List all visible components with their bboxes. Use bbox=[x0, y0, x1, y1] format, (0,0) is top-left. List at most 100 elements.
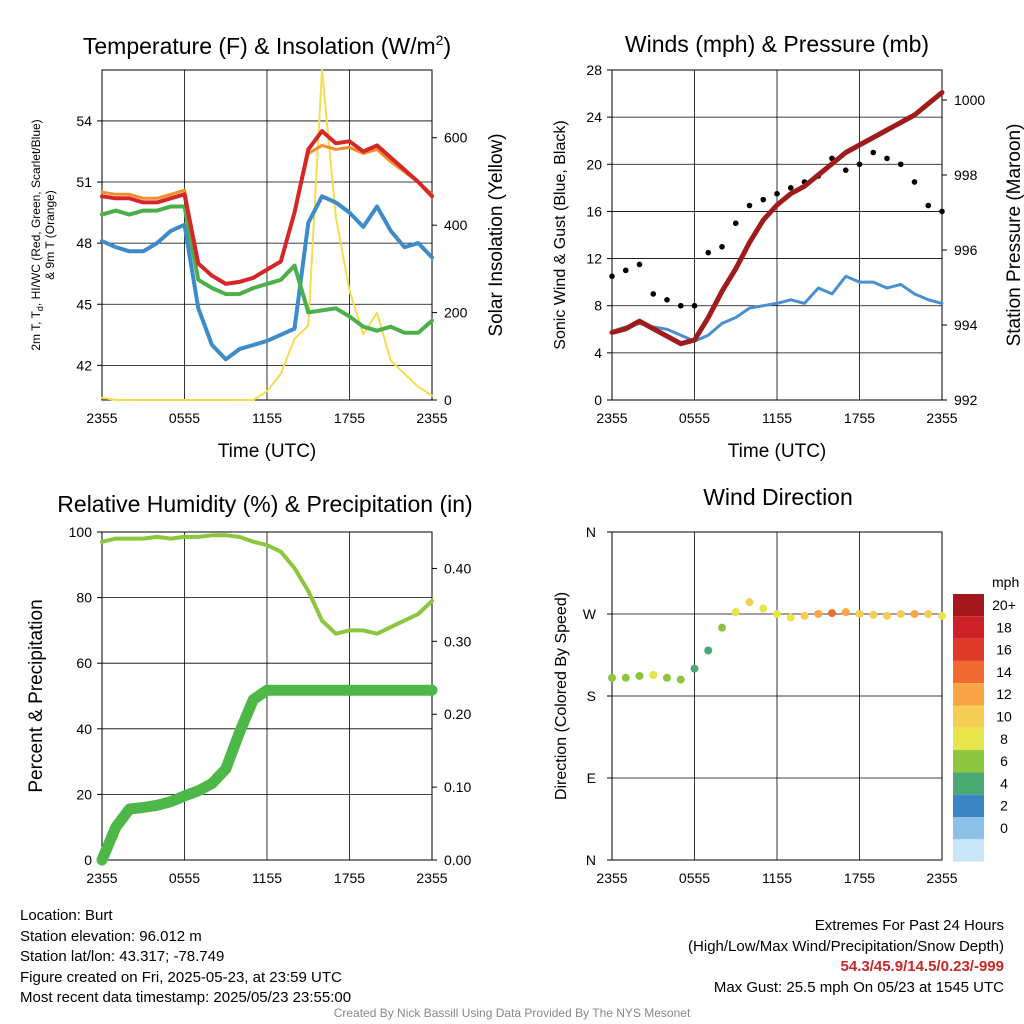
legend-label: 8 bbox=[1000, 731, 1008, 747]
gust-point bbox=[856, 161, 863, 168]
direction-point bbox=[938, 611, 946, 620]
legend-label: 6 bbox=[1000, 753, 1008, 769]
direction-point bbox=[855, 610, 864, 618]
legend-label: 18 bbox=[996, 619, 1012, 635]
legend-swatch bbox=[953, 683, 984, 706]
y2-axis-label-insolation: Solar Insolation (Yellow) bbox=[486, 133, 507, 336]
y2-tick-label-insolation: 600 bbox=[444, 130, 468, 146]
station-info: Location: Burt Station elevation: 96.012… bbox=[20, 906, 351, 1009]
x-tick-label: 1755 bbox=[334, 870, 365, 886]
gust-point bbox=[664, 297, 670, 303]
direction-point bbox=[800, 611, 809, 620]
gust-point bbox=[650, 291, 657, 297]
y-tick-label: 28 bbox=[586, 62, 602, 78]
y-tick-label-direction: E bbox=[587, 770, 596, 786]
direction-point bbox=[786, 613, 795, 622]
y2-tick-label-precip: 0.20 bbox=[444, 706, 471, 722]
legend-swatch bbox=[953, 839, 984, 862]
legend-title: mph bbox=[992, 574, 1019, 590]
gust-point bbox=[911, 179, 918, 185]
credit-line: Created By Nick Bassill Using Data Provi… bbox=[333, 1006, 691, 1020]
direction-point bbox=[924, 610, 933, 618]
x-axis-label: Time (UTC) bbox=[728, 441, 827, 462]
y-tick-label: 100 bbox=[69, 524, 93, 540]
direction-point bbox=[883, 611, 891, 620]
legend-swatch bbox=[953, 705, 984, 728]
y-tick-label: 80 bbox=[76, 590, 92, 606]
direction-point bbox=[731, 608, 740, 617]
direction-point bbox=[608, 673, 616, 682]
series-line-station-pressure bbox=[609, 90, 945, 347]
gust-point bbox=[842, 167, 849, 173]
y2-tick-label-precip: 0.10 bbox=[444, 779, 471, 795]
direction-point bbox=[814, 610, 823, 618]
y-axis-label-temperature: 2m T, Td, HI/WC (Red, Green, Scarlet/Blu… bbox=[29, 119, 45, 350]
direction-point bbox=[649, 671, 658, 680]
y-tick-label: 20 bbox=[76, 786, 92, 802]
y2-tick-label-pressure: 992 bbox=[954, 392, 978, 408]
series-line-precipitation bbox=[96, 684, 438, 866]
x-tick-label: 1755 bbox=[844, 870, 875, 886]
station-location: Location: Burt bbox=[20, 907, 113, 924]
legend-label: 12 bbox=[996, 686, 1012, 702]
y2-tick-label-insolation: 0 bbox=[444, 392, 452, 408]
y2-tick-label-pressure: 996 bbox=[954, 242, 978, 258]
legend-swatch bbox=[953, 660, 984, 684]
direction-point bbox=[676, 675, 685, 684]
legend-swatch bbox=[953, 794, 984, 817]
y-axis-label-humidity: Percent & Precipitation bbox=[26, 599, 47, 792]
gust-point bbox=[691, 302, 698, 309]
y-tick-label: 51 bbox=[76, 174, 92, 190]
legend-label: 4 bbox=[1000, 775, 1008, 791]
recent-data-timestamp: Most recent data timestamp: 2025/05/23 2… bbox=[20, 989, 352, 1006]
legend-label: 2 bbox=[1000, 798, 1008, 814]
gust-point bbox=[746, 202, 753, 209]
legend-swatch bbox=[953, 616, 984, 639]
series-line-hi-wc bbox=[100, 194, 434, 362]
chart-title-wind-direction: Wind Direction bbox=[703, 484, 853, 510]
y-tick-label: 24 bbox=[586, 109, 602, 125]
direction-point bbox=[759, 604, 768, 613]
direction-point bbox=[841, 608, 850, 617]
y-tick-label: 4 bbox=[594, 345, 602, 361]
x-tick-label: 2355 bbox=[86, 410, 117, 426]
x-tick-label: 0555 bbox=[169, 870, 200, 886]
extremes-legend: (High/Low/Max Wind/Precipitation/Snow De… bbox=[688, 937, 1004, 955]
station-elevation: Station elevation: 96.012 m bbox=[20, 927, 202, 945]
y-tick-label: 42 bbox=[76, 357, 92, 373]
direction-point bbox=[663, 673, 671, 682]
y-tick-label: 0 bbox=[594, 392, 602, 408]
y-tick-label: 20 bbox=[586, 156, 602, 172]
x-tick-label: 1755 bbox=[334, 410, 365, 426]
legend-swatch bbox=[953, 727, 984, 751]
extremes-panel: Extremes For Past 24 Hours (High/Low/Max… bbox=[688, 916, 1004, 998]
direction-point bbox=[718, 623, 726, 632]
y-tick-label: 12 bbox=[586, 251, 602, 267]
station-latlon: Station lat/lon: 43.317; -78.749 bbox=[20, 948, 225, 965]
gust-point bbox=[636, 261, 643, 268]
direction-point bbox=[910, 610, 919, 618]
direction-point bbox=[690, 664, 699, 673]
y-axis-label-temperature-line2: & 9m T (Orange) bbox=[43, 190, 57, 280]
y-tick-label: 54 bbox=[76, 113, 92, 129]
legend-label: 14 bbox=[996, 664, 1012, 680]
gust-point bbox=[897, 161, 904, 168]
legend-swatch bbox=[953, 750, 984, 773]
y2-tick-label-precip: 0.40 bbox=[444, 560, 471, 576]
y-tick-label: 16 bbox=[586, 203, 602, 219]
x-tick-label: 1155 bbox=[762, 410, 792, 426]
direction-point bbox=[704, 646, 713, 655]
gust-point bbox=[939, 208, 945, 215]
chart-title-winds: Winds (mph) & Pressure (mb) bbox=[625, 31, 929, 57]
y-tick-label: 48 bbox=[76, 235, 92, 251]
gust-point bbox=[622, 267, 629, 274]
x-tick-label: 2355 bbox=[596, 870, 627, 886]
series-line-2m-t bbox=[100, 129, 434, 286]
legend-swatch bbox=[953, 638, 984, 661]
series-line-solar-insolation bbox=[101, 69, 433, 401]
legend-label: 20+ bbox=[992, 597, 1016, 613]
gust-point bbox=[870, 149, 877, 156]
y2-tick-label-pressure: 998 bbox=[954, 167, 978, 183]
x-tick-label: 1155 bbox=[252, 870, 282, 886]
x-tick-label: 0555 bbox=[679, 410, 710, 426]
